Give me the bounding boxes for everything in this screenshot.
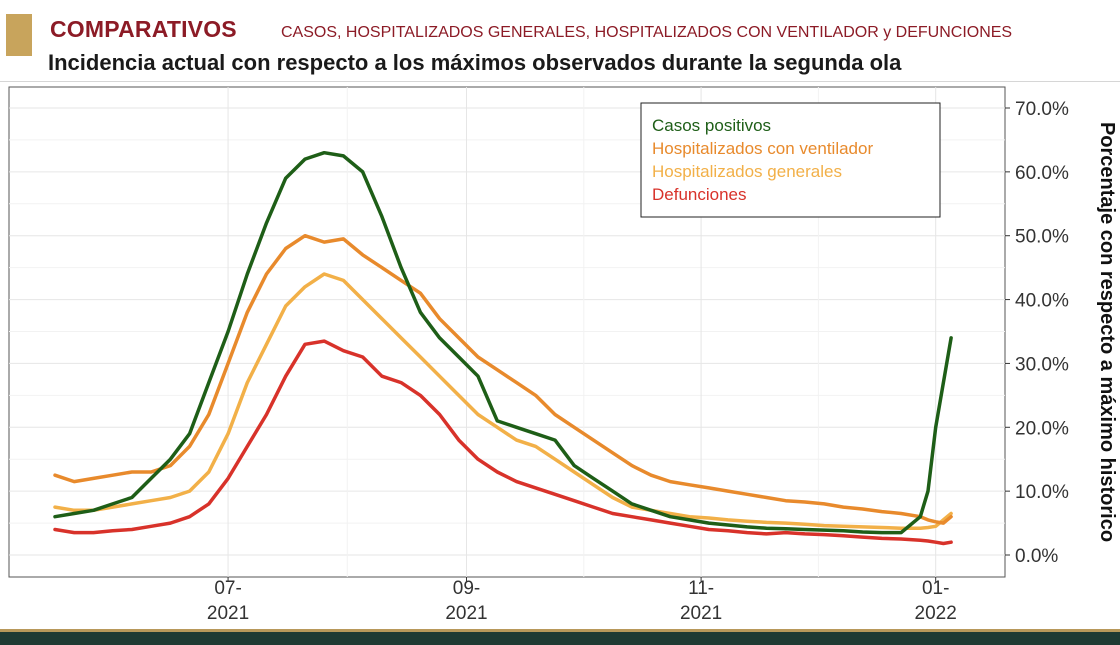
x-tick-label: 11- (688, 578, 714, 599)
x-tick-label-year: 2021 (207, 603, 249, 624)
legend-box (640, 102, 941, 218)
y-tick-label: 30.0% (1015, 354, 1069, 375)
series-line-1 (53, 233, 953, 525)
x-tick-label-year: 2022 (915, 603, 957, 624)
series-line-3 (53, 339, 953, 546)
footer-dark-stripe (0, 632, 1120, 645)
series-line-2 (53, 272, 953, 530)
legend-entry: Hospitalizados generales (652, 162, 842, 181)
y-tick-label: 20.0% (1015, 418, 1069, 439)
legend-entry: Casos positivos (652, 116, 771, 135)
header-divider (0, 81, 1120, 82)
y-tick-label: 10.0% (1015, 482, 1069, 503)
y-tick-label: 40.0% (1015, 291, 1069, 312)
footer-gold-stripe (0, 629, 1120, 632)
x-tick-label: 09- (453, 578, 480, 599)
x-tick-label-year: 2021 (680, 603, 722, 624)
series-line-0 (53, 150, 953, 535)
legend-entry: Hospitalizados con ventilador (652, 139, 873, 158)
y-tick-label: 0.0% (1015, 546, 1058, 567)
chart-title: Incidencia actual con respecto a los máx… (48, 50, 902, 75)
header-title: COMPARATIVOS (50, 16, 237, 42)
y-tick-label: 60.0% (1015, 163, 1069, 184)
header-subtitle: CASOS, HOSPITALIZADOS GENERALES, HOSPITA… (281, 24, 1013, 41)
legend-entry: Defunciones (652, 185, 747, 204)
y-axis-label: Porcentaje con respecto a máximo histori… (1096, 122, 1118, 542)
y-tick-label: 70.0% (1015, 99, 1069, 120)
header-accent-bar (6, 14, 32, 56)
x-tick-label: 01- (922, 578, 949, 599)
x-tick-label: 07- (214, 578, 241, 599)
x-tick-label-year: 2021 (445, 603, 487, 624)
y-tick-label: 50.0% (1015, 227, 1069, 248)
